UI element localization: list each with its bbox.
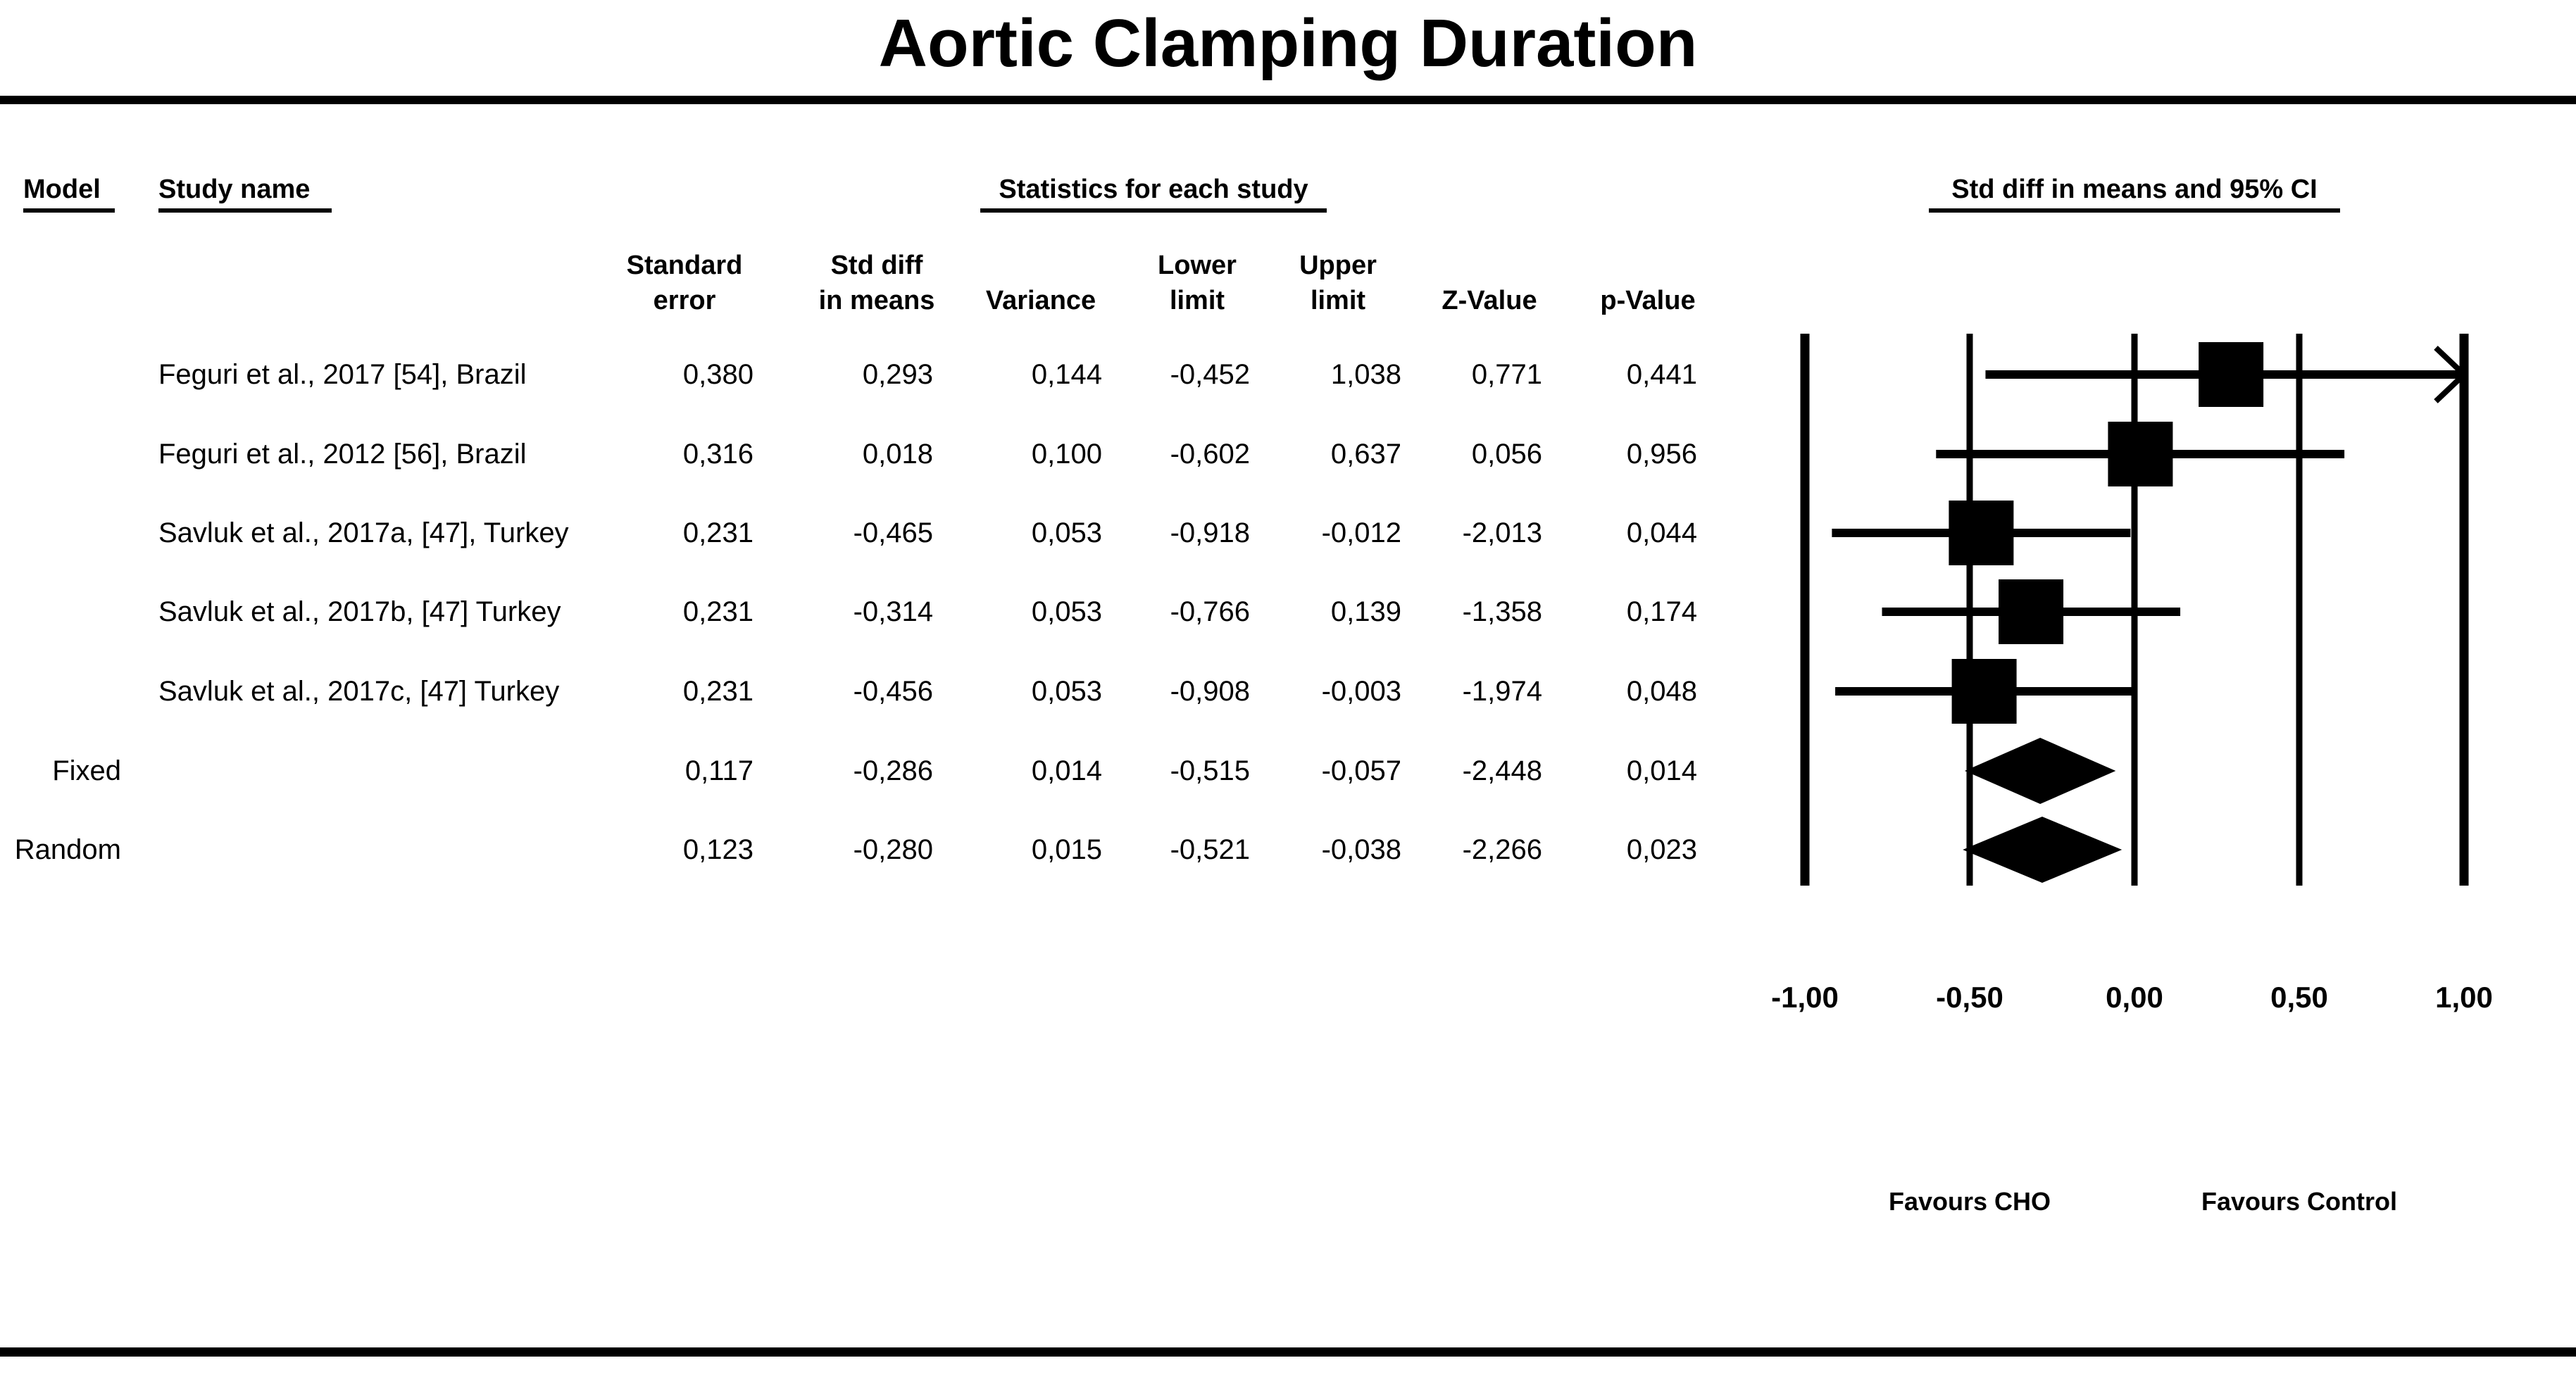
x-tick-label: 0,50 (2270, 981, 2328, 1014)
x-tick-label: 0,00 (2106, 981, 2163, 1014)
study-name-cell: Savluk et al., 2017c, [47] Turkey (158, 676, 560, 707)
value-cell: -0,766 (1170, 596, 1250, 627)
value-cell: 0,053 (1031, 596, 1102, 627)
value-cell: 0,123 (682, 834, 754, 865)
value-cell: -1,974 (1462, 676, 1542, 707)
value-cell: 0,441 (1626, 359, 1697, 390)
study-name-cell: Savluk et al., 2017b, [47] Turkey (158, 596, 561, 627)
effect-square (1949, 501, 2014, 565)
plot-group-header: Std diff in means and 95% CI (1929, 173, 2340, 213)
value-cell: -0,280 (853, 834, 933, 865)
statistics-group-header: Statistics for each study (980, 173, 1327, 213)
value-cell: -0,286 (853, 755, 933, 786)
column-header-variance: Variance (985, 286, 1096, 315)
value-cell: -0,012 (1321, 517, 1401, 548)
favours-left-label: Favours CHO (1888, 1187, 2051, 1216)
value-cell: -0,908 (1170, 676, 1250, 707)
value-cell: 0,231 (682, 596, 754, 627)
value-cell: -0,003 (1321, 676, 1401, 707)
favours-right-label: Favours Control (2201, 1187, 2397, 1216)
value-cell: -0,314 (853, 596, 933, 627)
value-cell: 0,144 (1031, 359, 1102, 390)
value-cell: -0,602 (1170, 439, 1250, 470)
value-cell: -0,452 (1170, 359, 1250, 390)
effect-square (1951, 659, 2017, 724)
value-cell: 0,174 (1626, 596, 1697, 627)
ci-clip-arrow (2434, 346, 2468, 403)
column-header-z-value: Z-Value (1442, 286, 1537, 315)
summary-diamond-random (1963, 817, 2122, 883)
value-cell: -0,918 (1170, 517, 1250, 548)
value-cell: 0,056 (1471, 439, 1542, 470)
figure-title: Aortic Clamping Duration (878, 6, 1698, 81)
column-header-p-value: p-Value (1600, 286, 1696, 315)
x-tick-label: -1,00 (1771, 981, 1839, 1014)
value-cell: 0,956 (1626, 439, 1697, 470)
value-cell: -0,465 (853, 517, 933, 548)
value-cell: 0,018 (862, 439, 933, 470)
column-header-in-means: Std diff in means (818, 251, 935, 315)
study-name-cell: Feguri et al., 2017 [54], Brazil (158, 359, 527, 390)
value-cell: -2,013 (1462, 517, 1542, 548)
value-cell: -0,521 (1170, 834, 1250, 865)
column-header-limit: Lower limit (1158, 251, 1237, 315)
column-header-error: Standard error (626, 251, 743, 315)
top-rule (0, 96, 2576, 104)
value-cell: 0,053 (1031, 517, 1102, 548)
value-cell: 1,038 (1330, 359, 1401, 390)
x-tick-label: -0,50 (1936, 981, 2003, 1014)
model-cell: Fixed (52, 755, 121, 786)
value-cell: 0,100 (1031, 439, 1102, 470)
value-cell: 0,048 (1626, 676, 1697, 707)
value-cell: -0,456 (853, 676, 933, 707)
effect-square (2108, 422, 2173, 486)
value-cell: 0,139 (1330, 596, 1401, 627)
value-cell: 0,316 (682, 439, 754, 470)
value-cell: 0,044 (1626, 517, 1697, 548)
value-cell: 0,231 (682, 676, 754, 707)
value-cell: 0,015 (1031, 834, 1102, 865)
value-cell: 0,014 (1031, 755, 1102, 786)
column-header-limit: Upper limit (1299, 251, 1377, 315)
value-cell: 0,014 (1626, 755, 1697, 786)
value-cell: 0,771 (1471, 359, 1542, 390)
study-name-cell: Feguri et al., 2012 [56], Brazil (158, 439, 527, 470)
effect-square (2199, 342, 2264, 407)
value-cell: 0,637 (1330, 439, 1401, 470)
value-cell: 0,117 (684, 755, 754, 786)
value-cell: -0,515 (1170, 755, 1250, 786)
x-tick-label: 1,00 (2435, 981, 2493, 1014)
model-cell: Random (14, 834, 121, 865)
value-cell: 0,231 (682, 517, 754, 548)
study-name-group-header: Study name (158, 173, 332, 213)
model-group-header: Model (23, 173, 115, 213)
value-cell: 0,380 (682, 359, 754, 390)
value-cell: 0,053 (1031, 676, 1102, 707)
value-cell: -0,057 (1321, 755, 1401, 786)
value-cell: -2,266 (1462, 834, 1542, 865)
effect-square (1999, 579, 2064, 644)
study-name-cell: Savluk et al., 2017a, [47], Turkey (158, 517, 569, 548)
value-cell: 0,023 (1626, 834, 1697, 865)
value-cell: 0,293 (862, 359, 933, 390)
summary-diamond-fixed (1964, 738, 2116, 804)
value-cell: -2,448 (1462, 755, 1542, 786)
value-cell: -0,038 (1321, 834, 1401, 865)
bottom-rule (0, 1347, 2576, 1357)
value-cell: -1,358 (1462, 596, 1542, 627)
